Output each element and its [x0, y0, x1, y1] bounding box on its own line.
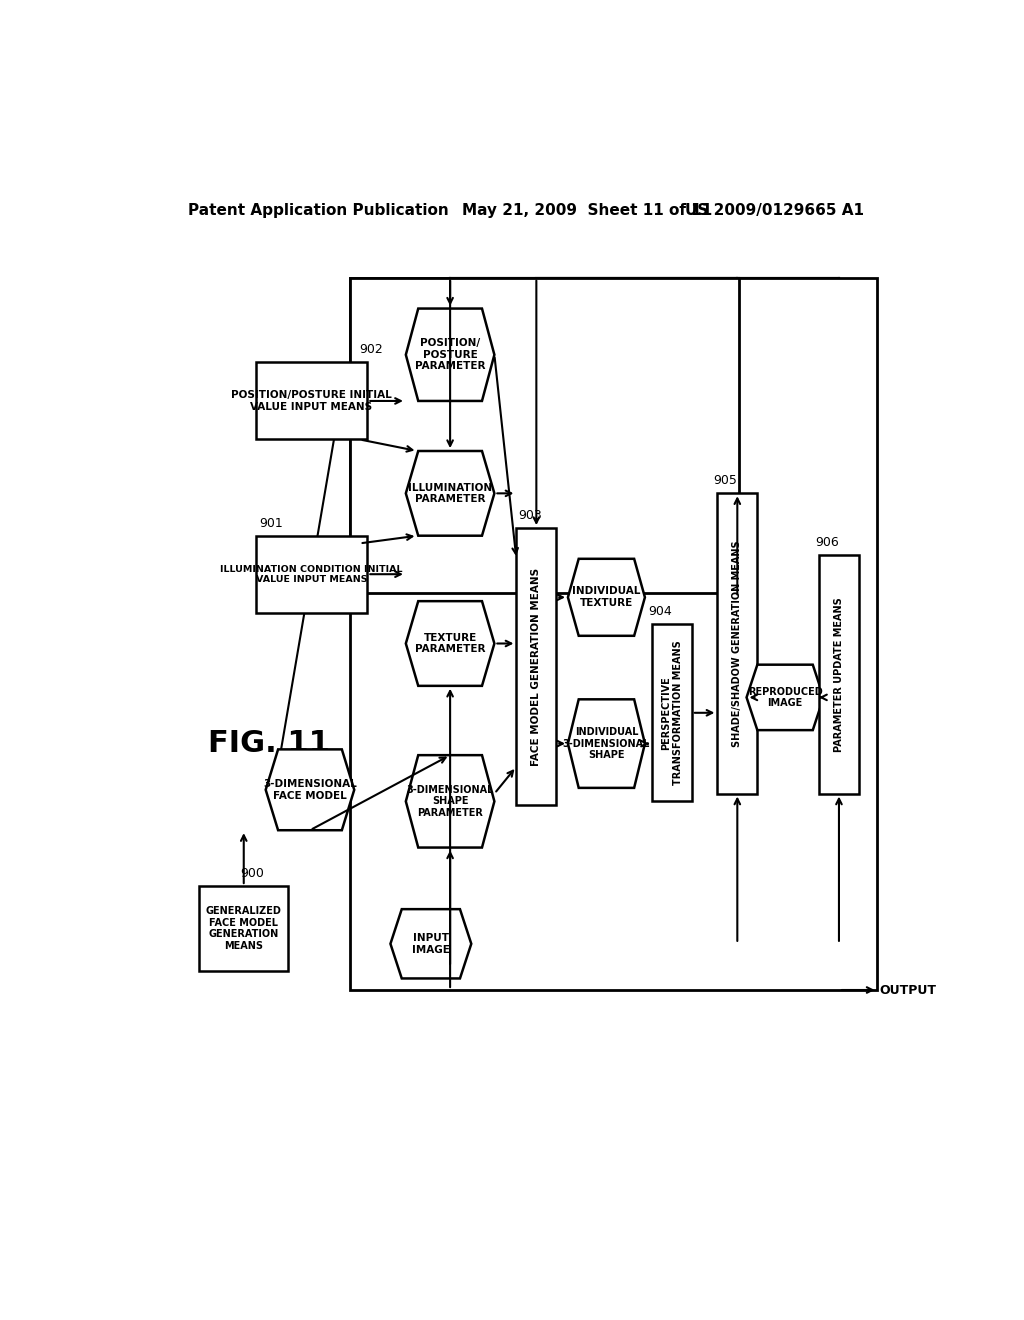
Text: PARAMETER UPDATE MEANS: PARAMETER UPDATE MEANS — [834, 597, 844, 751]
Bar — [819, 554, 859, 793]
Bar — [350, 277, 739, 594]
Text: POSITION/POSTURE INITIAL
VALUE INPUT MEANS: POSITION/POSTURE INITIAL VALUE INPUT MEA… — [231, 391, 392, 412]
Text: 903: 903 — [518, 508, 543, 521]
Text: INDIVIDUAL
TEXTURE: INDIVIDUAL TEXTURE — [572, 586, 641, 609]
Bar — [200, 886, 288, 970]
Text: GENERALIZED
FACE MODEL
GENERATION
MEANS: GENERALIZED FACE MODEL GENERATION MEANS — [206, 906, 282, 950]
Text: May 21, 2009  Sheet 11 of 11: May 21, 2009 Sheet 11 of 11 — [462, 203, 712, 218]
Text: 3-DIMENSIONAL
SHAPE
PARAMETER: 3-DIMENSIONAL SHAPE PARAMETER — [407, 785, 494, 818]
Text: SHADE/SHADOW GENERATION MEANS: SHADE/SHADOW GENERATION MEANS — [732, 540, 742, 747]
Text: TEXTURE
PARAMETER: TEXTURE PARAMETER — [415, 632, 485, 655]
Text: FACE MODEL GENERATION MEANS: FACE MODEL GENERATION MEANS — [531, 568, 542, 766]
Polygon shape — [390, 909, 471, 978]
Text: 3-DIMENSIONAL
FACE MODEL: 3-DIMENSIONAL FACE MODEL — [263, 779, 356, 801]
Text: FIG. 11: FIG. 11 — [208, 729, 330, 758]
Text: 904: 904 — [648, 605, 672, 618]
Bar — [350, 277, 878, 990]
Text: ILLUMINATION CONDITION INITIAL
VALUE INPUT MEANS: ILLUMINATION CONDITION INITIAL VALUE INP… — [220, 565, 402, 583]
Polygon shape — [406, 451, 495, 536]
Text: 900: 900 — [240, 867, 264, 880]
Bar — [652, 624, 692, 801]
Polygon shape — [406, 755, 495, 847]
Text: INPUT
IMAGE: INPUT IMAGE — [412, 933, 450, 954]
Bar — [256, 363, 368, 440]
Text: OUTPUT: OUTPUT — [879, 983, 936, 997]
Text: POSITION/
POSTURE
PARAMETER: POSITION/ POSTURE PARAMETER — [415, 338, 485, 371]
Polygon shape — [265, 750, 354, 830]
Text: US 2009/0129665 A1: US 2009/0129665 A1 — [685, 203, 864, 218]
Text: PERSPECTIVE
TRANSFORMATION MEANS: PERSPECTIVE TRANSFORMATION MEANS — [662, 640, 683, 785]
Bar — [516, 528, 556, 805]
Text: 902: 902 — [359, 343, 383, 356]
Polygon shape — [406, 309, 495, 401]
Bar — [256, 536, 368, 612]
Polygon shape — [406, 601, 495, 686]
Bar — [717, 494, 758, 793]
Text: 905: 905 — [714, 474, 737, 487]
Polygon shape — [568, 700, 645, 788]
Text: Patent Application Publication: Patent Application Publication — [188, 203, 450, 218]
Text: 901: 901 — [259, 516, 284, 529]
Text: REPRODUCED
IMAGE: REPRODUCED IMAGE — [748, 686, 822, 709]
Text: 906: 906 — [815, 536, 839, 549]
Text: INDIVIDUAL
3-DIMENSIONAL
SHAPE: INDIVIDUAL 3-DIMENSIONAL SHAPE — [563, 727, 650, 760]
Polygon shape — [568, 558, 645, 636]
Text: ILLUMINATION
PARAMETER: ILLUMINATION PARAMETER — [408, 483, 493, 504]
Polygon shape — [746, 665, 823, 730]
